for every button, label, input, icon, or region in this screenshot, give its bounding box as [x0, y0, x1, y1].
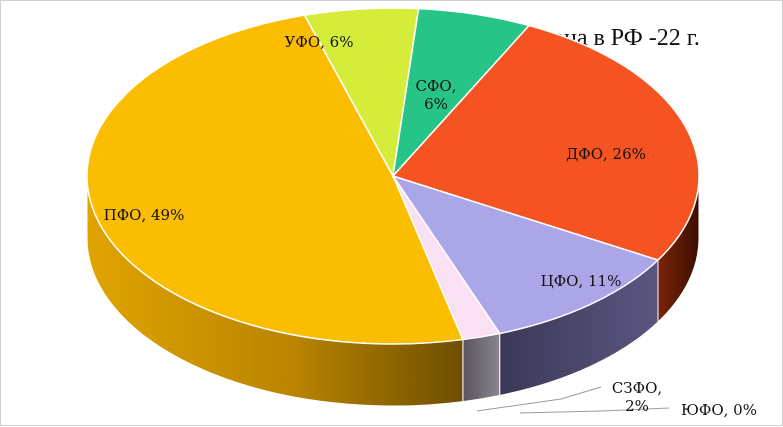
pie-sides: [86, 175, 700, 407]
slice-label-line: ЦФО, 11%: [541, 272, 622, 290]
slice-ЦФО: [391, 174, 660, 335]
slice-label-line: СЗФО,: [612, 379, 662, 397]
slice-label-line: ДФО, 26%: [566, 145, 646, 163]
slice-label-line: ЮФО, 0%: [681, 401, 757, 419]
slice-label-ЮФО: ЮФО, 0%: [681, 401, 757, 419]
slice-label-line: 2%: [625, 397, 649, 415]
pie-tops: [86, 7, 700, 345]
leader-lines: [476, 386, 670, 414]
slice-label-СЗФО: СЗФО, 2%: [612, 379, 662, 415]
slice-ДФО: [391, 24, 700, 261]
leader-line-СЗФО: [476, 386, 602, 412]
slice-label-ПФО: ПФО, 49%: [104, 206, 185, 224]
slice-label-line: СФО,: [416, 77, 457, 95]
leader-line-ЮФО: [519, 407, 670, 414]
slice-label-ДФО: ДФО, 26%: [566, 145, 646, 163]
slice-label-УФО: УФО, 6%: [285, 33, 354, 51]
slice-label-line: 6%: [424, 95, 448, 113]
slice-label-line: УФО, 6%: [285, 33, 354, 51]
slice-label-ЦФО: ЦФО, 11%: [541, 272, 622, 290]
slice-side-СЗФО: [462, 332, 501, 403]
slice-labels: ЦФО, 11% СЗФО, 2% ЮФО, 0% ПФО, 49% УФО, 6% СФО…: [104, 33, 757, 419]
slice-label-line: ПФО, 49%: [104, 206, 185, 224]
slice-ПФО: [86, 14, 464, 345]
slice-label-СФО: СФО, 6%: [416, 77, 457, 113]
